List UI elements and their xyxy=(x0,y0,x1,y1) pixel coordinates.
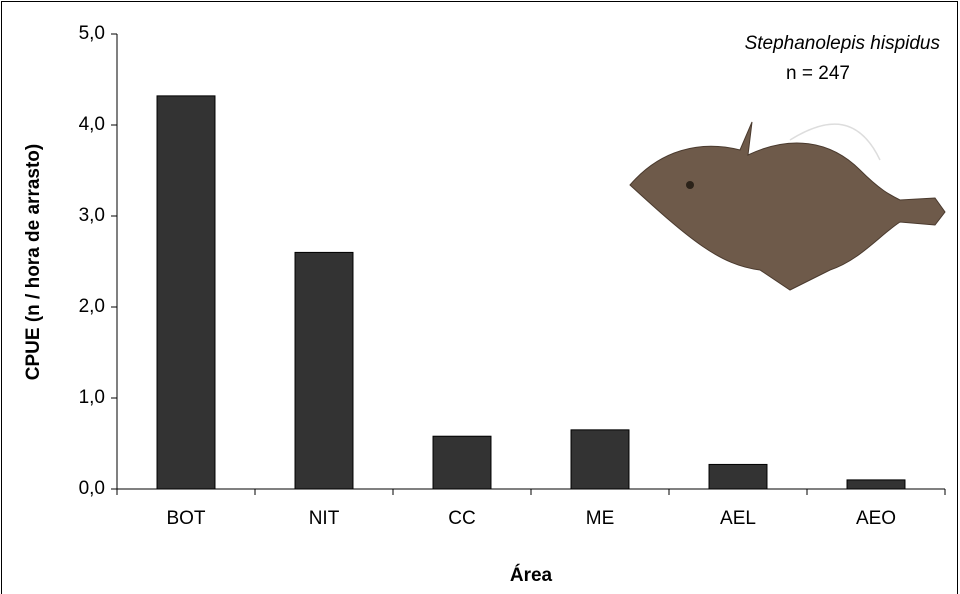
x-tick-label: NIT xyxy=(309,508,340,529)
bar xyxy=(156,95,216,490)
y-tick-label: 2,0 xyxy=(79,296,105,317)
x-tick-label: AEL xyxy=(720,508,756,529)
y-tick-label: 5,0 xyxy=(79,23,105,44)
x-axis-title: Área xyxy=(510,564,553,586)
y-tick-label: 4,0 xyxy=(79,114,105,135)
fish-fin xyxy=(789,123,881,161)
bar xyxy=(294,251,354,490)
y-tick-label: 1,0 xyxy=(79,387,105,408)
fish-eye xyxy=(686,181,694,189)
y-tick-label: 0,0 xyxy=(79,478,105,499)
y-tick-label: 3,0 xyxy=(79,205,105,226)
x-tick-label: BOT xyxy=(166,508,205,529)
fish-picture xyxy=(629,121,946,291)
x-tick-label: AEO xyxy=(856,508,896,529)
bar xyxy=(570,429,630,490)
annotation: n = 247 xyxy=(786,63,850,84)
x-tick-label: CC xyxy=(448,508,475,529)
fish xyxy=(629,121,946,291)
bar xyxy=(708,463,768,490)
annotation: Stephanolepis hispidus xyxy=(745,33,941,54)
bar xyxy=(432,435,492,490)
y-axis-title: CPUE (n / hora de arrasto) xyxy=(23,144,44,381)
x-tick-label: ME xyxy=(586,508,615,529)
bar xyxy=(846,479,906,490)
